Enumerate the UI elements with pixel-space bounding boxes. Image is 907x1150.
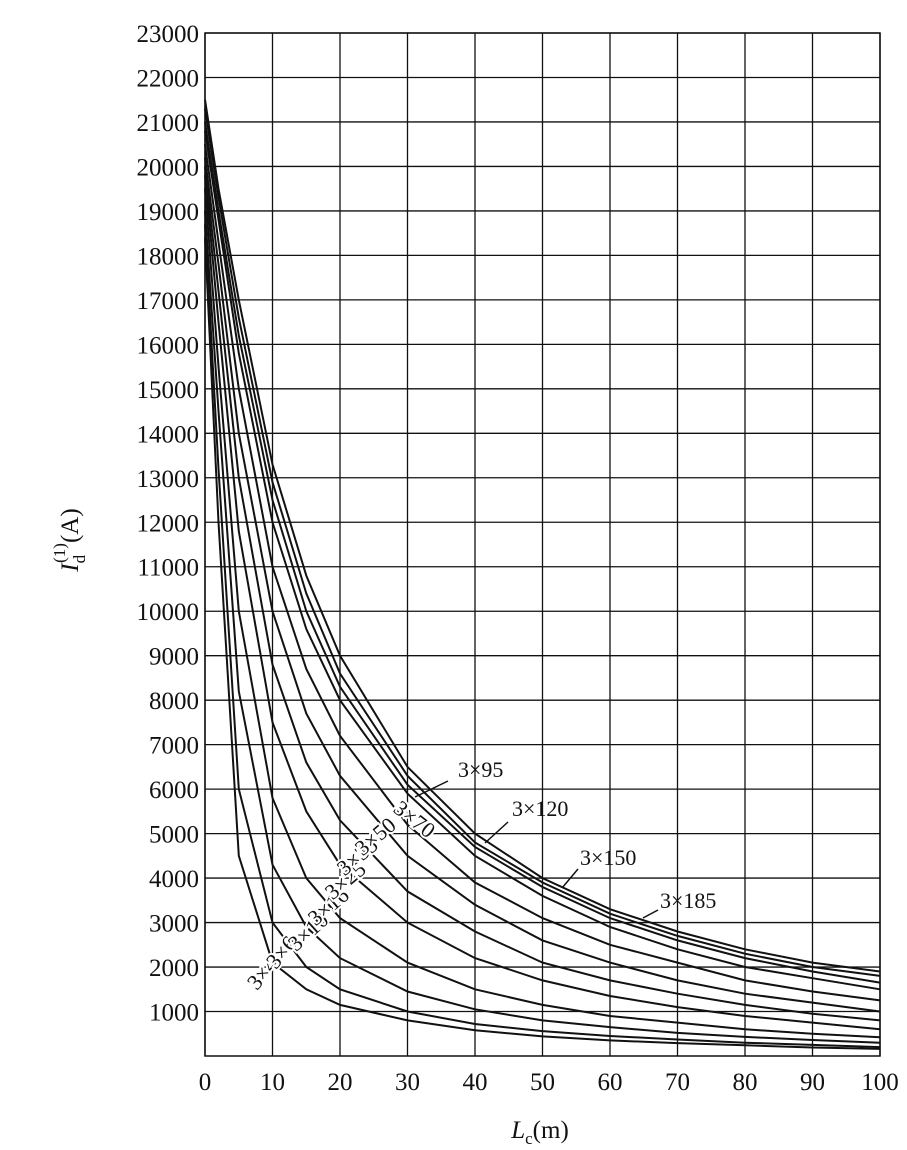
x-title-sub: c xyxy=(525,1129,533,1148)
curve xyxy=(204,121,881,984)
y-tick-label: 13000 xyxy=(137,466,200,493)
curve xyxy=(204,99,881,973)
x-tick-label: 60 xyxy=(598,1069,623,1096)
x-tick-label: 100 xyxy=(861,1069,899,1096)
y-tick-label: 4000 xyxy=(149,866,199,893)
y-tick-label: 3000 xyxy=(149,911,199,938)
x-tick-label: 80 xyxy=(733,1069,758,1096)
series-label: 3×120 xyxy=(512,796,568,821)
curve xyxy=(204,224,881,1049)
series-label: 3×95 xyxy=(458,757,503,782)
y-tick-label: 17000 xyxy=(137,288,200,315)
y-tick-label: 15000 xyxy=(137,377,200,404)
x-tick-label: 90 xyxy=(800,1069,825,1096)
y-title-sup: (1) xyxy=(50,543,69,563)
curve xyxy=(204,144,881,1002)
y-title-unit: (A) xyxy=(57,508,84,543)
y-tick-label: 9000 xyxy=(149,644,199,671)
leader-line xyxy=(561,868,579,889)
y-tick-label: 19000 xyxy=(137,199,200,226)
y-tick-label: 7000 xyxy=(149,733,199,760)
leader-line xyxy=(484,821,509,844)
curve xyxy=(204,157,881,1013)
y-tick-label: 5000 xyxy=(149,822,199,849)
y-tick-label: 12000 xyxy=(137,510,200,537)
x-axis-title: Lc(m) xyxy=(510,1117,569,1148)
y-tick-label: 16000 xyxy=(137,332,200,359)
x-tick-label: 30 xyxy=(395,1069,420,1096)
y-tick-label: 2000 xyxy=(149,955,199,982)
y-tick-label: 8000 xyxy=(149,688,199,715)
y-tick-label: 18000 xyxy=(137,243,200,270)
series-label: 3×70 xyxy=(389,795,440,843)
curve xyxy=(204,108,881,977)
series-label: 3×185 xyxy=(660,888,716,913)
y-tick-label: 1000 xyxy=(149,1000,199,1027)
curve xyxy=(204,130,881,991)
x-tick-label: 20 xyxy=(328,1069,353,1096)
leader-line xyxy=(642,909,659,919)
curve xyxy=(204,188,881,1039)
curve xyxy=(204,210,881,1044)
x-tick-label: 40 xyxy=(463,1069,488,1096)
x-tick-label: 0 xyxy=(199,1069,212,1096)
curve xyxy=(204,166,881,1022)
y-tick-label: 14000 xyxy=(137,421,200,448)
y-tick-label: 20000 xyxy=(137,154,200,181)
series-label: 3×150 xyxy=(580,845,636,870)
y-tick-label: 23000 xyxy=(137,21,200,48)
x-tick-label: 10 xyxy=(260,1069,285,1096)
leader-line xyxy=(414,780,449,798)
y-tick-label: 21000 xyxy=(137,110,200,137)
y-tick-label: 6000 xyxy=(149,777,199,804)
x-tick-label: 70 xyxy=(665,1069,690,1096)
y-tick-label: 10000 xyxy=(137,599,200,626)
y-title-sub: d xyxy=(70,554,89,563)
y-title-symbol: I xyxy=(57,562,84,573)
x-title-unit: (m) xyxy=(533,1117,569,1144)
x-tick-label: 50 xyxy=(530,1069,555,1096)
y-tick-label: 11000 xyxy=(137,555,199,582)
x-title-symbol: L xyxy=(510,1117,525,1144)
curve xyxy=(204,175,881,1031)
y-axis-title: Id(1)(A) xyxy=(50,508,89,572)
y-tick-label: 22000 xyxy=(137,65,200,92)
curve xyxy=(204,237,881,1050)
